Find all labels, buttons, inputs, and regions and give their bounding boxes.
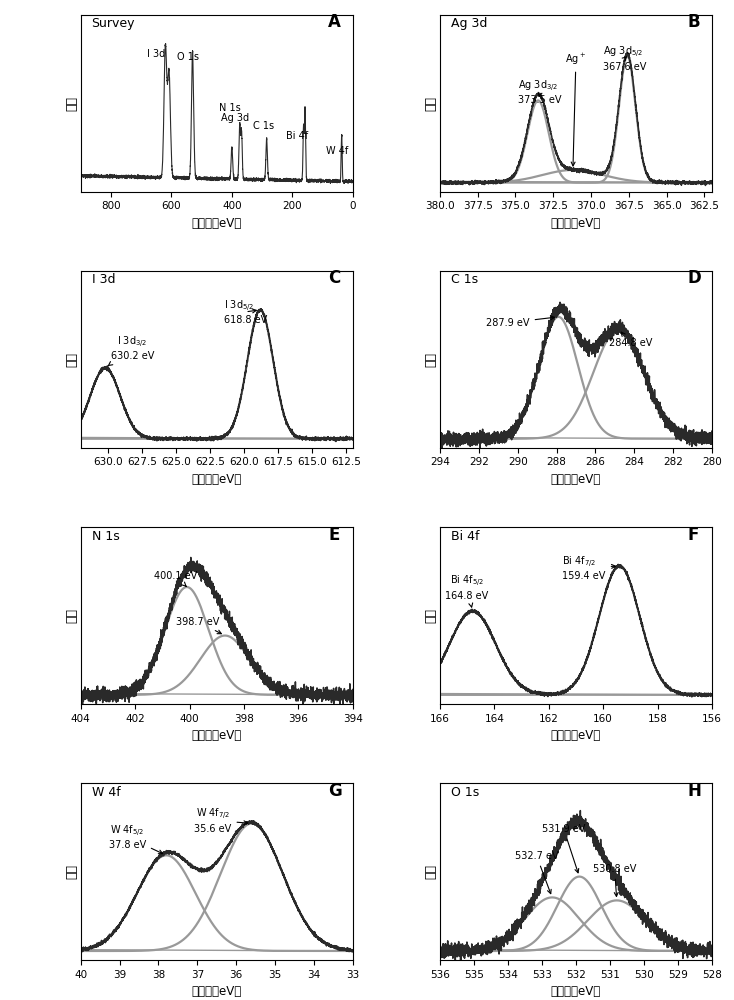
X-axis label: 结合能（eV）: 结合能（eV） xyxy=(550,217,601,230)
Y-axis label: 强度: 强度 xyxy=(65,96,78,111)
Text: N 1s: N 1s xyxy=(219,103,241,113)
Text: C 1s: C 1s xyxy=(253,121,275,131)
Text: Bi 4f: Bi 4f xyxy=(451,530,479,543)
Text: 284.8 eV: 284.8 eV xyxy=(608,332,652,348)
Text: O 1s: O 1s xyxy=(177,52,199,62)
Y-axis label: 强度: 强度 xyxy=(65,608,78,623)
X-axis label: 结合能（eV）: 结合能（eV） xyxy=(192,729,242,742)
Text: G: G xyxy=(328,782,342,800)
Text: I 3d: I 3d xyxy=(147,49,165,59)
Text: H: H xyxy=(688,782,702,800)
Text: C: C xyxy=(328,269,341,287)
X-axis label: 结合能（eV）: 结合能（eV） xyxy=(192,473,242,486)
Text: D: D xyxy=(688,269,701,287)
Text: Ag 3d$_{3/2}$
373.5 eV: Ag 3d$_{3/2}$ 373.5 eV xyxy=(518,79,562,105)
X-axis label: 结合能（eV）: 结合能（eV） xyxy=(550,985,601,998)
Text: 400.1 eV: 400.1 eV xyxy=(154,571,197,586)
Text: Ag 3d: Ag 3d xyxy=(451,17,487,30)
Text: N 1s: N 1s xyxy=(92,530,120,543)
Text: 532.7 eV: 532.7 eV xyxy=(515,851,559,894)
X-axis label: 结合能（eV）: 结合能（eV） xyxy=(192,985,242,998)
Y-axis label: 强度: 强度 xyxy=(65,864,78,879)
X-axis label: 结合能（eV）: 结合能（eV） xyxy=(550,473,601,486)
Text: W 4f$_{5/2}$
37.8 eV: W 4f$_{5/2}$ 37.8 eV xyxy=(109,824,163,854)
Text: Ag 3d: Ag 3d xyxy=(222,113,250,123)
Text: A: A xyxy=(328,13,341,31)
Text: W 4f$_{7/2}$
35.6 eV: W 4f$_{7/2}$ 35.6 eV xyxy=(195,807,248,834)
Y-axis label: 强度: 强度 xyxy=(424,608,437,623)
Y-axis label: 强度: 强度 xyxy=(424,864,437,879)
Text: I 3d$_{5/2}$
618.8 eV: I 3d$_{5/2}$ 618.8 eV xyxy=(224,299,267,325)
Text: Ag 3d$_{5/2}$
367.6 eV: Ag 3d$_{5/2}$ 367.6 eV xyxy=(603,45,647,72)
Y-axis label: 强度: 强度 xyxy=(424,96,437,111)
Text: Survey: Survey xyxy=(92,17,135,30)
Text: 398.7 eV: 398.7 eV xyxy=(176,617,222,634)
X-axis label: 结合能（eV）: 结合能（eV） xyxy=(192,217,242,230)
Text: F: F xyxy=(688,526,699,544)
Y-axis label: 强度: 强度 xyxy=(65,352,78,367)
Text: B: B xyxy=(688,13,700,31)
Text: Bi 4f$_{7/2}$
159.4 eV: Bi 4f$_{7/2}$ 159.4 eV xyxy=(562,555,615,581)
Text: O 1s: O 1s xyxy=(451,786,479,799)
Text: 530.8 eV: 530.8 eV xyxy=(593,864,636,896)
Text: E: E xyxy=(328,526,340,544)
Text: I 3d$_{3/2}$
630.2 eV: I 3d$_{3/2}$ 630.2 eV xyxy=(108,335,154,366)
Text: C 1s: C 1s xyxy=(451,273,478,286)
Text: Ag$^+$: Ag$^+$ xyxy=(565,51,586,166)
Text: 531.9 eV: 531.9 eV xyxy=(542,824,585,873)
Text: W 4f: W 4f xyxy=(92,786,120,799)
X-axis label: 结合能（eV）: 结合能（eV） xyxy=(550,729,601,742)
Y-axis label: 强度: 强度 xyxy=(424,352,437,367)
Text: 287.9 eV: 287.9 eV xyxy=(486,316,554,328)
Text: W 4f: W 4f xyxy=(326,146,348,156)
Text: I 3d: I 3d xyxy=(92,273,115,286)
Text: Bi 4f: Bi 4f xyxy=(286,131,308,141)
Text: Bi 4f$_{5/2}$
164.8 eV: Bi 4f$_{5/2}$ 164.8 eV xyxy=(446,574,489,607)
